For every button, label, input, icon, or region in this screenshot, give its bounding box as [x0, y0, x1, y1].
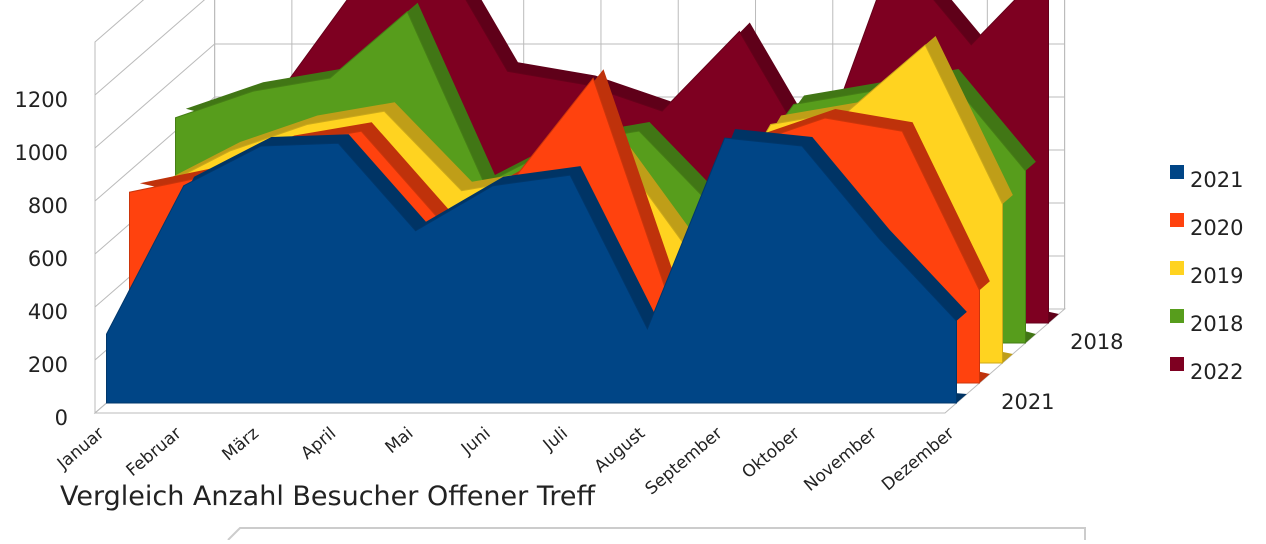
legend-label: 2021 [1190, 168, 1243, 192]
y-tick-label: 800 [28, 194, 68, 218]
x-tick-label: September [642, 424, 727, 500]
x-tick-label: November [800, 424, 881, 496]
area [106, 137, 957, 404]
x-tick-label: April [297, 424, 340, 464]
y-tick-label: 200 [28, 353, 68, 377]
next-chart-frame [227, 527, 1086, 541]
x-tick-label: Juni [457, 424, 495, 460]
x-tick-label: Juli [539, 424, 572, 456]
area-top [152, 36, 1013, 363]
depth-label: 2018 [1070, 330, 1123, 354]
area-top [198, 0, 1059, 323]
legend-swatch [1170, 261, 1184, 275]
chart-title: Vergleich Anzahl Besucher Offener Treff [60, 481, 596, 512]
x-tick-label: Februar [123, 424, 186, 481]
x-tick-label: Dezember [878, 424, 958, 496]
y-tick-label: 0 [55, 406, 68, 430]
legend-label: 2019 [1190, 264, 1243, 288]
x-tick-label: Oktober [738, 424, 803, 483]
y-tick-label: 1000 [15, 141, 68, 165]
legend-label: 2020 [1190, 216, 1243, 240]
y-tick-label: 600 [28, 247, 68, 271]
x-tick-label: März [218, 423, 262, 465]
legend-swatch [1170, 213, 1184, 227]
legend-label: 2022 [1190, 360, 1243, 384]
legend-swatch [1170, 357, 1184, 371]
x-tick-label: August [591, 423, 650, 477]
x-tick-label: Januar [53, 424, 108, 475]
grid-line [94, 0, 206, 96]
legend-label: 2018 [1190, 312, 1243, 336]
y-tick-label: 400 [28, 300, 68, 324]
y-tick-label: 1200 [15, 88, 68, 112]
legend-swatch [1170, 165, 1184, 179]
legend-swatch [1170, 309, 1184, 323]
depth-label: 2021 [1001, 390, 1054, 414]
x-tick-label: Mai [382, 424, 418, 458]
